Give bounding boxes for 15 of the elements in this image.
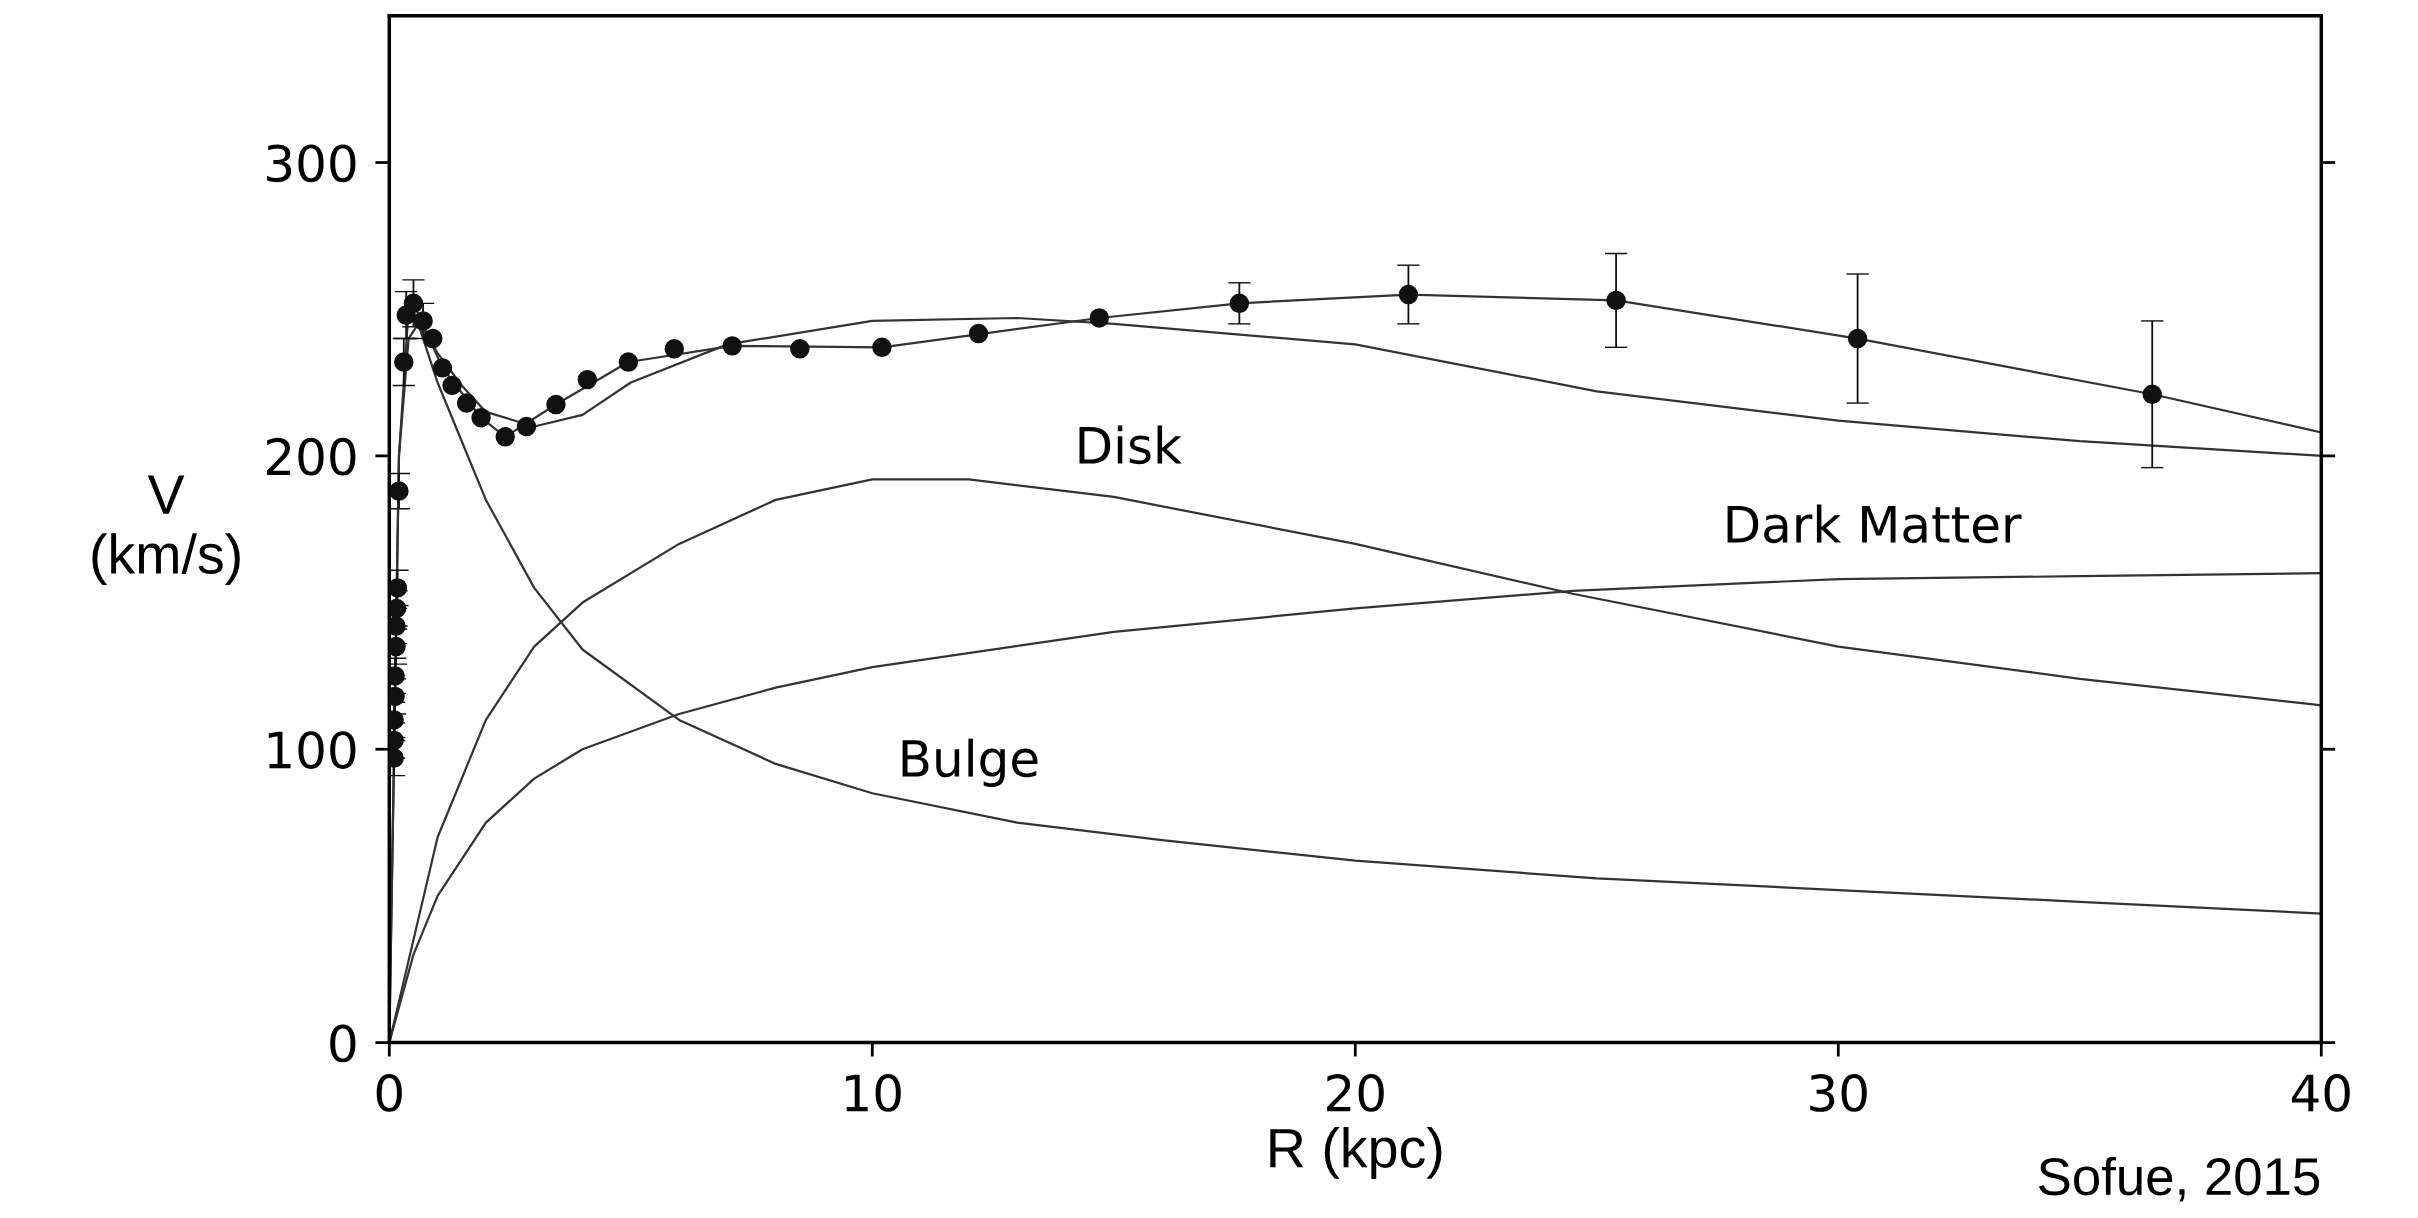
- text: Sofue, 2015: [2039, 1156, 2320, 1202]
- y-tick-label: 100: [268, 731, 356, 769]
- y-axis-title: V (km/s): [92, 475, 240, 586]
- y-tick-label: 300: [267, 144, 356, 183]
- x-tick-label: 30: [1810, 1074, 1867, 1112]
- series-label: Bulge: [902, 738, 1038, 787]
- series-label: Dark Matter: [1727, 504, 2022, 544]
- x-tick-label: 0: [376, 1074, 402, 1112]
- x-tick-label: 10: [845, 1074, 901, 1112]
- y-tick-label: 0: [330, 1024, 356, 1063]
- y-tick-label: 200: [266, 437, 356, 476]
- x-axis-title: R (kpc): [1270, 1127, 1442, 1179]
- series-label: Disk: [1079, 425, 1182, 465]
- x-tick-label: 20: [1327, 1074, 1384, 1112]
- x-tick-label: 40: [2291, 1074, 2350, 1112]
